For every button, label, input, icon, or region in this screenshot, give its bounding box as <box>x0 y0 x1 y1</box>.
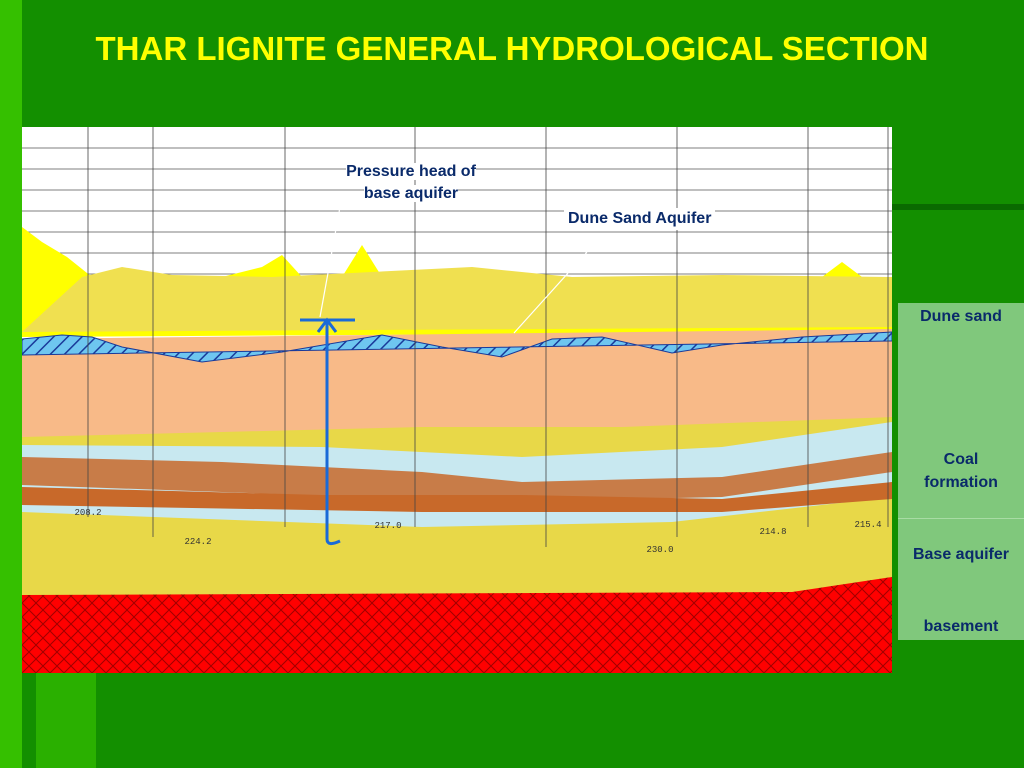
annotation: Dune Sand Aquifer <box>564 208 716 230</box>
legend-label: Base aquifer <box>912 546 1010 563</box>
legend-label: Dune sand <box>920 308 1002 325</box>
depth-label: 215.4 <box>854 520 881 530</box>
pressure-arrow <box>300 317 355 546</box>
leader-lines <box>319 206 588 334</box>
legend-label: Coal formation <box>924 451 998 491</box>
annotation: Pressure head of base aquifer <box>346 163 476 202</box>
legend-label: basement <box>923 618 999 635</box>
depth-label: 224.2 <box>184 537 211 547</box>
rule <box>892 204 1024 210</box>
side-strip <box>36 672 96 768</box>
depth-label: 214.8 <box>759 527 786 537</box>
depth-label: 230.0 <box>646 545 673 555</box>
legend: Dune sand Coal formation Base aquifer ba… <box>898 303 1024 640</box>
section: 208.2 224.2 217.0 230.0 214.8 215.4 <box>22 127 892 673</box>
divider <box>898 518 1024 519</box>
depth-label: 208.2 <box>74 508 101 518</box>
title: THAR LIGNITE GENERAL HYDROLOGICAL SECTIO… <box>95 30 929 67</box>
depth-label: 217.0 <box>374 521 401 531</box>
side-strip <box>0 0 22 768</box>
